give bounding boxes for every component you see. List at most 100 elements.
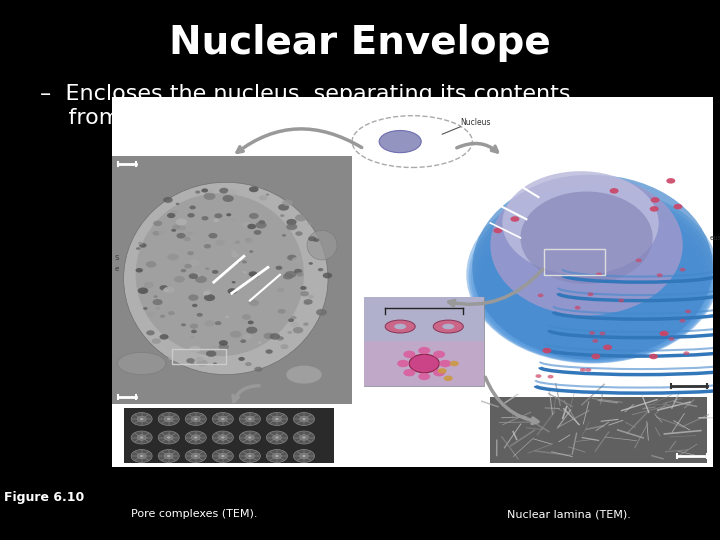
Ellipse shape [266,449,287,462]
Ellipse shape [480,210,706,360]
Ellipse shape [219,188,228,193]
Ellipse shape [596,273,602,276]
Ellipse shape [618,299,624,302]
Ellipse shape [279,205,282,207]
Text: –  Encloses the nucleus, separating its contents: – Encloses the nucleus, separating its c… [40,84,570,104]
Ellipse shape [482,213,703,360]
Ellipse shape [213,362,217,365]
Ellipse shape [235,240,240,244]
Ellipse shape [172,225,180,230]
Ellipse shape [164,287,174,293]
Ellipse shape [292,257,302,264]
Ellipse shape [303,302,309,305]
Ellipse shape [144,282,154,288]
Bar [124,408,334,463]
Text: Pore complexes (TEM).: Pore complexes (TEM). [131,509,258,519]
Ellipse shape [191,336,194,338]
Ellipse shape [236,261,240,263]
Ellipse shape [204,244,211,248]
Ellipse shape [204,289,212,294]
Ellipse shape [153,231,160,235]
Ellipse shape [185,449,207,462]
Ellipse shape [140,289,146,293]
Ellipse shape [246,453,254,459]
Ellipse shape [272,416,282,422]
Ellipse shape [192,435,200,440]
Ellipse shape [280,214,284,217]
Ellipse shape [160,334,168,340]
Ellipse shape [403,369,415,376]
Text: eus: eus [710,235,720,241]
Ellipse shape [167,253,179,261]
Ellipse shape [191,363,194,365]
Ellipse shape [212,413,233,426]
Ellipse shape [296,272,303,276]
Ellipse shape [153,220,162,226]
Ellipse shape [212,270,218,274]
Ellipse shape [287,331,292,334]
Ellipse shape [680,268,685,272]
Ellipse shape [318,268,323,271]
Ellipse shape [385,320,415,333]
Ellipse shape [249,251,253,253]
Ellipse shape [208,233,217,239]
Ellipse shape [294,269,302,274]
Ellipse shape [473,198,712,362]
Ellipse shape [293,327,303,333]
Ellipse shape [218,435,228,440]
Ellipse shape [397,360,409,367]
Ellipse shape [588,293,593,296]
Ellipse shape [275,455,279,457]
Ellipse shape [290,322,299,327]
Ellipse shape [323,273,332,279]
Ellipse shape [187,235,195,240]
Ellipse shape [189,206,196,210]
Bar [364,297,485,386]
Ellipse shape [188,294,199,301]
Ellipse shape [433,350,445,358]
Ellipse shape [136,247,140,250]
Ellipse shape [153,295,158,298]
Ellipse shape [242,260,247,264]
Ellipse shape [232,281,235,284]
Ellipse shape [283,273,293,280]
Ellipse shape [269,333,280,340]
Ellipse shape [248,436,252,438]
Ellipse shape [212,449,233,462]
Ellipse shape [124,183,328,375]
Ellipse shape [276,336,284,341]
Ellipse shape [249,186,258,192]
Bar [172,349,226,363]
Ellipse shape [538,294,544,297]
Ellipse shape [222,195,234,202]
Ellipse shape [657,273,662,277]
Ellipse shape [279,337,284,339]
Ellipse shape [190,323,198,329]
Ellipse shape [191,330,197,333]
Ellipse shape [221,455,225,457]
Ellipse shape [295,214,307,221]
Ellipse shape [649,206,659,212]
Ellipse shape [209,190,215,193]
Ellipse shape [176,202,179,205]
Ellipse shape [164,416,174,422]
Ellipse shape [304,299,312,305]
Ellipse shape [187,213,194,218]
Ellipse shape [187,251,194,255]
Ellipse shape [164,453,174,459]
Ellipse shape [189,260,199,266]
Ellipse shape [181,269,186,272]
Ellipse shape [192,453,200,459]
Ellipse shape [289,224,296,228]
Ellipse shape [240,320,248,325]
Ellipse shape [194,418,197,420]
Ellipse shape [117,353,166,375]
Ellipse shape [266,349,273,354]
Ellipse shape [246,416,254,422]
Ellipse shape [160,285,168,291]
Ellipse shape [248,300,259,306]
Bar [364,341,485,386]
Text: S: S [114,255,119,261]
Ellipse shape [185,413,207,426]
Bar [112,157,352,404]
